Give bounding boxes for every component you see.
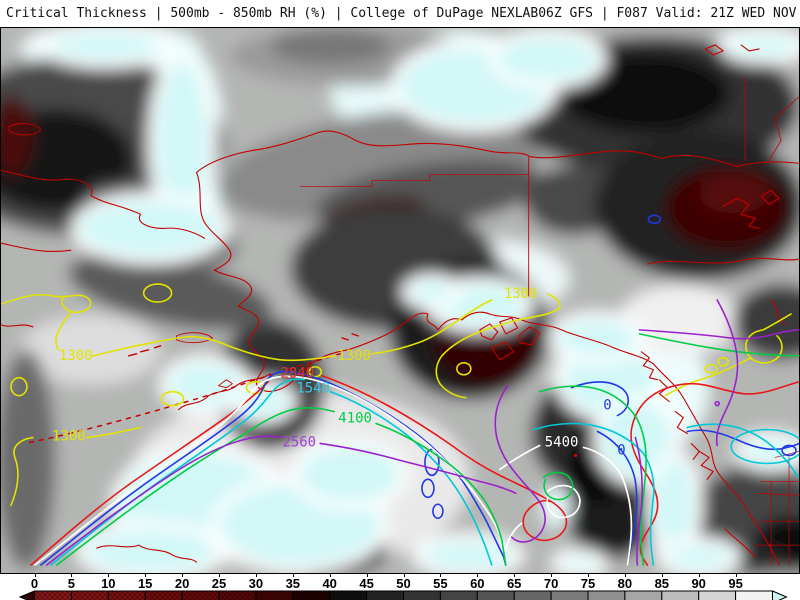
colorbar-tick-label: 95: [728, 576, 743, 591]
colorbar-tick-label: 25: [211, 576, 227, 591]
model-run-info: 06Z GFS | F087 Valid: 21Z WED NOV 19 202…: [538, 6, 800, 21]
colorbar-tick-label: 20: [174, 576, 190, 591]
colorbar-tick-label: 70: [543, 576, 559, 591]
colorbar-tick-label: 30: [248, 576, 264, 591]
contour-label: 2840: [280, 366, 314, 382]
contour-label: 4100: [338, 411, 372, 427]
colorbar-segment: [476, 590, 515, 600]
colorbar-tick-label: 90: [691, 576, 706, 591]
rh-shading-field: [1, 28, 799, 573]
colorbar-tick-label: 0: [30, 576, 39, 591]
colorbar-segment: [513, 590, 552, 600]
contour-label: 1300: [504, 286, 538, 302]
colorbar-tick-label: 40: [322, 576, 337, 591]
colorbar-tick-label: 85: [654, 576, 670, 591]
colorbar: [18, 590, 788, 600]
colorbar-segment: [439, 590, 478, 600]
header-bar: Critical Thickness | 500mb - 850mb RH (%…: [0, 0, 800, 27]
colorbar-footer: 0 5 10 15 20 25 30 35 40 45 50 55 60 65 70 75 80 85 90 95: [0, 574, 800, 600]
product-title: Critical Thickness | 500mb - 850mb RH (%…: [6, 6, 539, 21]
colorbar-tick-label: 65: [506, 576, 522, 591]
colorbar-segment: [255, 590, 294, 600]
colorbar-tick-label: 80: [617, 576, 633, 591]
contour-blue: [40, 214, 799, 566]
colorbar-tick-label: 55: [433, 576, 448, 591]
colorbar-segment: [661, 590, 700, 600]
contour-1540-cyan: [50, 378, 799, 566]
colorbar-segment: [329, 590, 368, 600]
contours: [1, 214, 799, 566]
colorbar-tick-label: 60: [470, 576, 485, 591]
contour-2560-purple: [46, 299, 799, 566]
contour-label: 1300: [337, 348, 371, 364]
colorbar-tick-label: 50: [396, 576, 411, 591]
colorbar-segment: [587, 590, 626, 600]
colorbar-tick-label: 15: [137, 576, 153, 591]
contour-5400-white: [34, 375, 633, 566]
colorbar-tick-label: 75: [580, 576, 596, 591]
colorbar-segment: [366, 590, 405, 600]
contour-label: 0: [617, 442, 625, 458]
colorbar-segment: [624, 590, 663, 600]
weather-map: 1300 1300 1300 1300 2840 1540 4100 2560 5400 0 0: [0, 27, 800, 574]
colorbar-tick-label: 10: [101, 576, 116, 591]
contour-2840-red: [30, 374, 799, 566]
colorbar-segment: [403, 590, 441, 600]
colorbar-tick-label: 5: [67, 576, 76, 591]
contour-label: 0: [603, 398, 611, 414]
contour-label: 5400: [545, 434, 579, 450]
colorbar-segment: [698, 590, 737, 600]
contour-label: 1540: [296, 381, 330, 397]
contour-label: 1300: [59, 348, 93, 364]
contour-label: 2560: [282, 434, 316, 450]
colorbar-segment: [550, 590, 589, 600]
colorbar-segment: [292, 590, 331, 600]
contour-1300-yellow: [1, 283, 792, 507]
colorbar-tick-label: 45: [359, 576, 374, 591]
colorbar-segment: [735, 590, 773, 600]
colorbar-tick-label: 35: [285, 576, 301, 591]
contour-label: 1300: [52, 428, 86, 444]
